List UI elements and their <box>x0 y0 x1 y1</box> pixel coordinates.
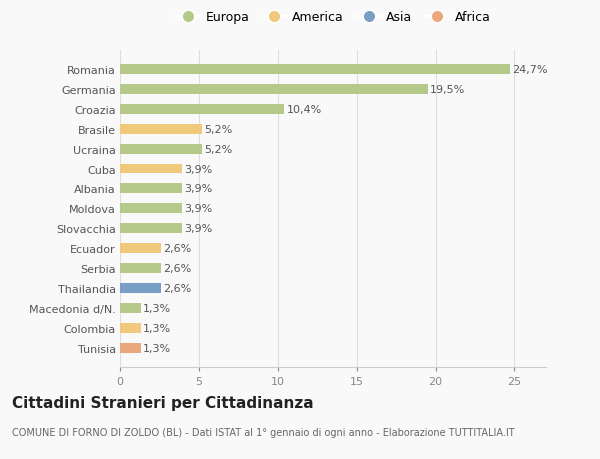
Text: 1,3%: 1,3% <box>143 343 171 353</box>
Bar <box>120 244 161 253</box>
Bar <box>120 204 182 214</box>
Text: 5,2%: 5,2% <box>205 124 233 134</box>
Bar <box>120 144 202 154</box>
Bar <box>120 85 428 95</box>
Text: 1,3%: 1,3% <box>143 323 171 333</box>
Text: 3,9%: 3,9% <box>184 224 212 234</box>
Bar <box>120 184 182 194</box>
Bar <box>120 164 182 174</box>
Bar <box>120 263 161 274</box>
Legend: Europa, America, Asia, Africa: Europa, America, Asia, Africa <box>170 6 496 29</box>
Text: Cittadini Stranieri per Cittadinanza: Cittadini Stranieri per Cittadinanza <box>12 395 314 410</box>
Text: 1,3%: 1,3% <box>143 303 171 313</box>
Text: 10,4%: 10,4% <box>286 105 322 115</box>
Bar <box>120 65 510 75</box>
Text: 5,2%: 5,2% <box>205 144 233 154</box>
Bar <box>120 283 161 293</box>
Bar <box>120 323 140 333</box>
Bar <box>120 124 202 134</box>
Bar <box>120 224 182 234</box>
Text: 24,7%: 24,7% <box>512 65 548 75</box>
Text: 3,9%: 3,9% <box>184 184 212 194</box>
Bar <box>120 303 140 313</box>
Bar <box>120 105 284 115</box>
Text: 3,9%: 3,9% <box>184 204 212 214</box>
Text: 2,6%: 2,6% <box>163 244 191 253</box>
Text: 19,5%: 19,5% <box>430 85 465 95</box>
Text: 2,6%: 2,6% <box>163 283 191 293</box>
Text: 3,9%: 3,9% <box>184 164 212 174</box>
Text: COMUNE DI FORNO DI ZOLDO (BL) - Dati ISTAT al 1° gennaio di ogni anno - Elaboraz: COMUNE DI FORNO DI ZOLDO (BL) - Dati IST… <box>12 427 515 437</box>
Bar <box>120 343 140 353</box>
Text: 2,6%: 2,6% <box>163 263 191 274</box>
